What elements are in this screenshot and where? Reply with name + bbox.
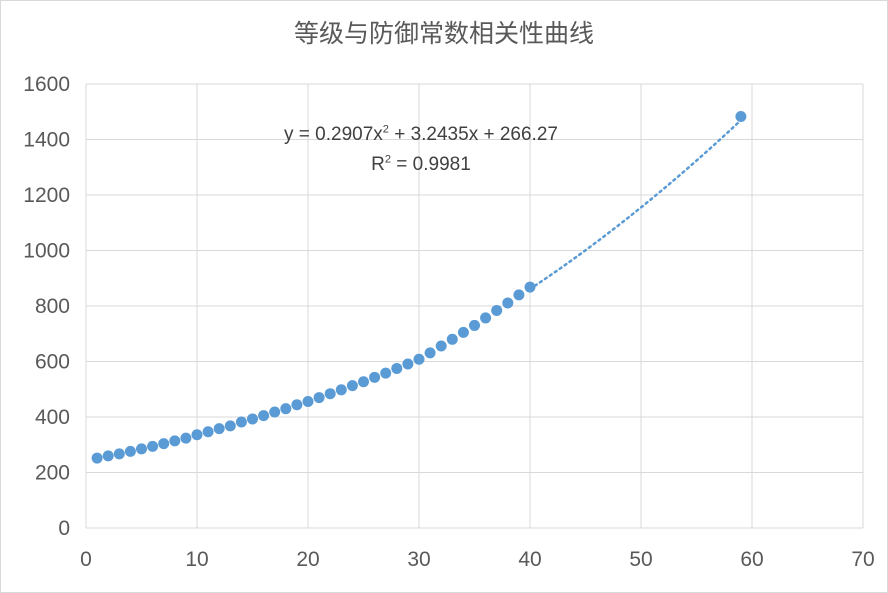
data-point	[235, 416, 247, 428]
formula-suffix: + 3.2435x + 266.27	[388, 124, 558, 145]
data-point	[124, 445, 136, 457]
x-tick-label: 20	[296, 548, 319, 571]
data-point	[735, 110, 747, 122]
data-point	[102, 450, 114, 462]
data-point	[213, 423, 225, 435]
data-point	[358, 376, 369, 388]
data-point	[191, 429, 203, 441]
data-point	[313, 392, 325, 404]
data-point	[113, 448, 125, 460]
data-point	[258, 410, 270, 422]
data-point	[269, 406, 281, 418]
y-tick-label: 600	[35, 351, 70, 374]
r2-prefix: R	[371, 154, 385, 176]
data-point	[302, 395, 314, 407]
data-point	[413, 353, 425, 365]
formula-exponent: 2	[382, 123, 389, 136]
data-point	[402, 358, 414, 370]
data-point	[513, 289, 525, 301]
y-tick-label: 1400	[23, 129, 70, 152]
r2-suffix: = 0.9981	[391, 154, 471, 176]
data-point	[158, 438, 170, 450]
y-tick-label: 200	[35, 462, 70, 485]
chart-title: 等级与防御常数相关性曲线	[293, 19, 594, 48]
data-point	[202, 426, 214, 438]
data-point	[480, 312, 492, 324]
data-point	[380, 367, 392, 379]
data-point	[247, 413, 258, 425]
x-tick-label: 50	[629, 548, 652, 571]
y-tick-label: 400	[35, 406, 70, 429]
trendline-r-squared: R2 = 0.9981	[246, 150, 596, 180]
data-point	[469, 319, 480, 331]
trendline-formula: y = 0.2907x2 + 3.2435x + 266.27	[246, 120, 596, 150]
x-tick-label: 70	[851, 548, 874, 571]
formula-prefix: y = 0.2907x	[284, 124, 383, 145]
x-tick-label: 0	[80, 548, 92, 571]
data-point	[224, 420, 236, 432]
data-point	[136, 443, 147, 455]
data-point	[446, 333, 458, 345]
data-point	[324, 388, 336, 400]
data-point	[391, 362, 403, 374]
data-point	[346, 380, 358, 392]
data-point	[91, 452, 103, 464]
trendline	[528, 118, 743, 291]
y-tick-label: 1600	[23, 73, 70, 96]
data-point	[491, 304, 503, 316]
x-tick-label: 10	[185, 548, 208, 571]
x-tick-label: 30	[407, 548, 430, 571]
r2-exponent: 2	[384, 154, 392, 167]
y-tick-label: 1000	[23, 240, 70, 263]
x-tick-label: 60	[740, 548, 763, 571]
data-point	[435, 340, 447, 352]
data-point	[280, 403, 292, 415]
data-point	[147, 440, 159, 452]
data-point	[291, 399, 303, 411]
data-point	[502, 297, 514, 309]
y-tick-label: 0	[58, 517, 70, 540]
trendline-equation: y = 0.2907x2 + 3.2435x + 266.27 R2 = 0.9…	[246, 120, 596, 181]
data-point	[335, 384, 347, 396]
y-tick-label: 1200	[23, 184, 70, 207]
data-point	[180, 432, 192, 444]
data-point	[524, 281, 536, 293]
y-tick-label: 800	[35, 295, 70, 318]
x-tick-label: 40	[518, 548, 541, 571]
data-point	[369, 371, 381, 383]
data-point	[457, 326, 469, 338]
data-point	[424, 347, 436, 359]
data-point	[169, 435, 181, 447]
